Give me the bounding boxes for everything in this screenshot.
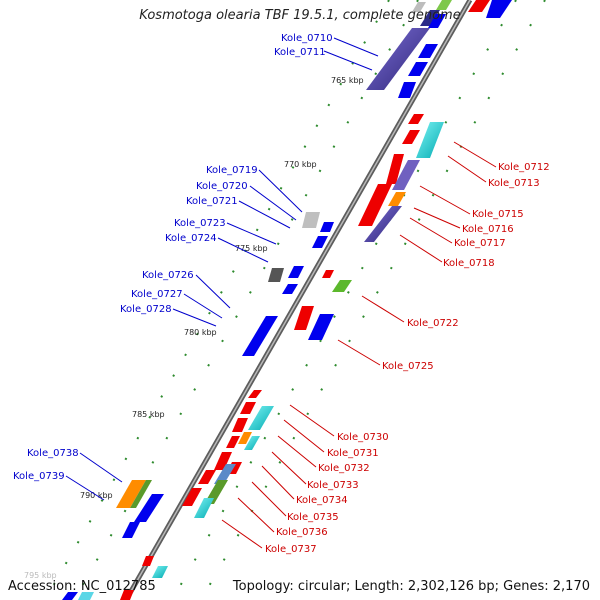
gene-label[interactable]: Kole_0733: [307, 480, 359, 491]
gene-label[interactable]: Kole_0728: [120, 304, 172, 315]
scale-track-outer-left: [44, 0, 390, 600]
gene-label[interactable]: Kole_0724: [165, 233, 217, 244]
gene-label[interactable]: Kole_0723: [174, 218, 226, 229]
reverse-gene-labels: Kole_0712 Kole_0713 Kole_0715 Kole_0716 …: [265, 162, 550, 555]
tick-label-765: 765 kbp: [331, 76, 364, 85]
gene-label[interactable]: Kole_0721: [186, 196, 238, 207]
gene-label[interactable]: Kole_0718: [443, 258, 495, 269]
gene-label[interactable]: Kole_0710: [281, 33, 333, 44]
gene-label[interactable]: Kole_0722: [407, 318, 459, 329]
gene-label[interactable]: Kole_0727: [131, 289, 183, 300]
reverse-label-leaders: [221, 141, 497, 549]
gene-label[interactable]: Kole_0730: [337, 432, 389, 443]
gene-label[interactable]: Kole_0731: [327, 448, 379, 459]
gene-label[interactable]: Kole_0726: [142, 270, 194, 281]
tick-label-785: 785 kbp: [132, 410, 165, 419]
gene-label[interactable]: Kole_0715: [472, 209, 524, 220]
gene-label[interactable]: Kole_0737: [265, 544, 317, 555]
map-title: Kosmotoga olearia TBF 19.5.1, complete g…: [139, 8, 461, 23]
reverse-strand-features[interactable]: [120, 0, 512, 600]
forward-label-leaders: [65, 37, 379, 501]
forward-strand-features[interactable]: [62, 0, 452, 600]
gene-label[interactable]: Kole_0734: [296, 495, 348, 506]
gene-label[interactable]: Kole_0719: [206, 165, 258, 176]
tick-label-770: 770 kbp: [284, 160, 317, 169]
gene-label[interactable]: Kole_0716: [462, 224, 514, 235]
tick-label-775: 775 kbp: [235, 244, 268, 253]
accession-label: Accession: NC_012785: [8, 579, 156, 594]
genome-summary: Topology: circular; Length: 2,302,126 bp…: [232, 579, 590, 594]
scale-track-right: [171, 0, 517, 600]
genome-backbone: [123, 0, 473, 600]
tick-label-780: 780 kbp: [184, 328, 217, 337]
gene-label[interactable]: Kole_0732: [318, 463, 370, 474]
gene-label[interactable]: Kole_0711: [274, 47, 326, 58]
gene-label[interactable]: Kole_0717: [454, 238, 506, 249]
gene-label[interactable]: Kole_0720: [196, 181, 248, 192]
tick-label-795: 795 kbp: [24, 571, 57, 580]
gene-label[interactable]: Kole_0725: [382, 361, 434, 372]
forward-gene-labels: Kole_0710 Kole_0711 Kole_0719 Kole_0720 …: [13, 33, 333, 482]
gene-label[interactable]: Kole_0739: [13, 471, 65, 482]
gene-label[interactable]: Kole_0712: [498, 162, 550, 173]
gene-label[interactable]: Kole_0736: [276, 527, 328, 538]
gene-label[interactable]: Kole_0738: [27, 448, 79, 459]
gene-label[interactable]: Kole_0735: [287, 512, 339, 523]
gene-label[interactable]: Kole_0713: [488, 178, 540, 189]
